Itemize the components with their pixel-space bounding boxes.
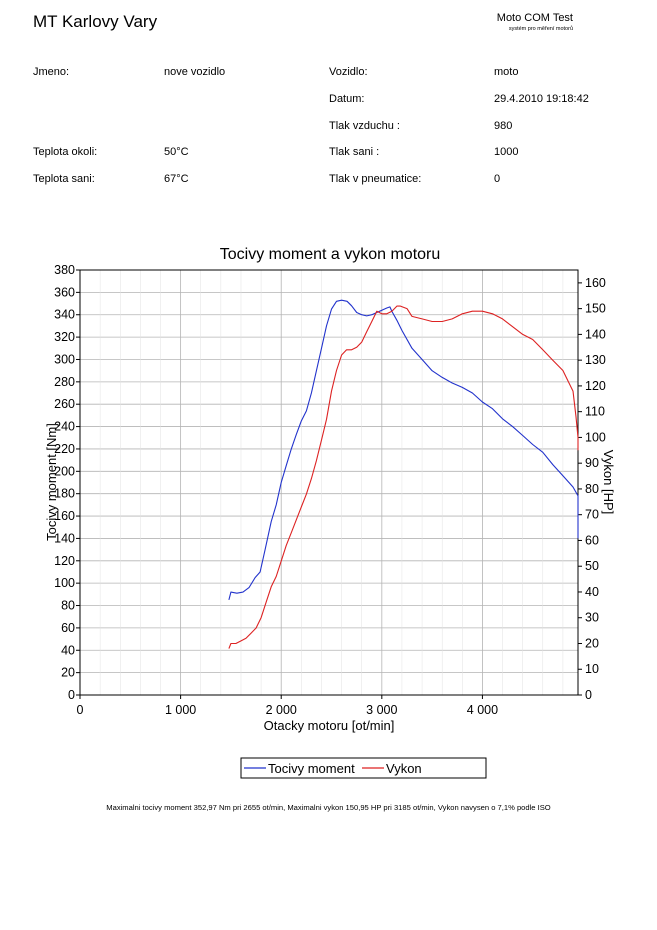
legend-label-torque: Tocivy moment (268, 761, 355, 776)
info-value-ambient-temp: 50°C (164, 146, 189, 158)
y2-tick-label: 0 (585, 688, 592, 702)
info-value-tire-pressure: 0 (494, 173, 501, 185)
y2-tick-label: 70 (585, 508, 599, 522)
y-tick-label: 0 (68, 688, 75, 702)
y2-tick-label: 150 (585, 302, 606, 316)
legend: Tocivy moment Vykon (240, 757, 487, 779)
y-tick-label: 280 (54, 375, 75, 389)
x-axis-label: Otacky motoru [ot/min] (264, 718, 395, 733)
y2-tick-label: 20 (585, 636, 599, 650)
left-axis-ticks: 0 20 40 60 80 100 120 140 160 180 200 220 240 260 280 3… (54, 263, 80, 702)
y2-tick-label: 160 (585, 276, 606, 290)
y2-axis-label: Vykon [HP] (601, 450, 616, 515)
y-tick-label: 260 (54, 397, 75, 411)
info-value-air-pressure: 980 (494, 120, 513, 132)
info-label-air-pressure: Tlak vzduchu : (329, 120, 400, 132)
x-tick-label: 1 000 (165, 703, 196, 717)
right-axis-ticks: 0 10 20 30 40 50 60 70 80 90 100 110 120 130 140 150 160 (578, 276, 606, 702)
info-value-date: 29.4.2010 19:18:42 (494, 93, 589, 105)
x-axis-ticks: 0 1 000 2 000 3 000 4 000 (77, 695, 498, 717)
info-value-vehicle: moto (494, 66, 519, 78)
y2-tick-label: 50 (585, 559, 599, 573)
y-tick-label: 180 (54, 487, 75, 501)
y2-tick-label: 90 (585, 456, 599, 470)
y2-tick-label: 80 (585, 482, 599, 496)
y-tick-label: 80 (61, 599, 75, 613)
dyno-chart: Tocivy moment a vykon motoru 0 20 40 60 80 10… (44, 246, 616, 779)
info-label-date: Datum: (329, 93, 365, 105)
y-tick-label: 340 (54, 308, 75, 322)
y-tick-label: 120 (54, 554, 75, 568)
info-label-name: Jmeno: (33, 66, 70, 78)
info-value-name: nove vozidlo (164, 66, 226, 78)
y-tick-label: 240 (54, 420, 75, 434)
x-tick-label: 4 000 (467, 703, 498, 717)
y2-tick-label: 110 (585, 405, 605, 419)
y-tick-label: 360 (54, 285, 75, 299)
series-lines (228, 299, 579, 649)
y-tick-label: 200 (54, 464, 75, 478)
y-axis-label: Tocivy moment [Nm] (44, 423, 59, 541)
shop-name: MT Karlovy Vary (33, 12, 158, 31)
y2-tick-label: 130 (585, 353, 606, 367)
info-label-intake-temp: Teplota sani: (33, 173, 95, 185)
plot-frame (79, 269, 579, 696)
y-tick-label: 160 (54, 509, 75, 523)
y-tick-label: 300 (54, 352, 75, 366)
y-tick-label: 140 (54, 531, 75, 545)
info-value-intake-temp: 67°C (164, 173, 189, 185)
y-tick-label: 220 (54, 442, 75, 456)
y2-tick-label: 120 (585, 379, 606, 393)
legend-label-power: Vykon (386, 761, 422, 776)
y2-tick-label: 60 (585, 533, 599, 547)
info-label-ambient-temp: Teplota okoli: (33, 146, 98, 158)
info-value-intake-pressure: 1000 (494, 146, 519, 158)
info-label-vehicle: Vozidlo: (329, 66, 368, 78)
series-line-torque (228, 299, 579, 601)
brand-subtitle: systém pro měření motorů (508, 26, 573, 32)
y2-tick-label: 100 (585, 430, 606, 444)
brand-name: Moto COM Test (496, 12, 573, 24)
y-tick-label: 320 (54, 330, 75, 344)
grid-lines (79, 269, 578, 696)
y-tick-label: 40 (61, 643, 75, 657)
info-label-intake-pressure: Tlak sani : (329, 146, 380, 158)
x-tick-label: 2 000 (266, 703, 297, 717)
y2-tick-label: 30 (585, 611, 599, 625)
x-tick-label: 0 (77, 703, 84, 717)
y-tick-label: 100 (54, 576, 75, 590)
y-tick-label: 380 (54, 263, 75, 277)
info-label-tire-pressure: Tlak v pneumatice: (329, 173, 422, 185)
y-tick-label: 60 (61, 621, 75, 635)
x-tick-label: 3 000 (366, 703, 397, 717)
y2-tick-label: 140 (585, 327, 606, 341)
y-tick-label: 20 (61, 666, 75, 680)
series-line-power (228, 305, 579, 649)
chart-title: Tocivy moment a vykon motoru (220, 246, 441, 263)
y2-tick-label: 10 (585, 662, 599, 676)
footer-summary: Maximalni tocivy moment 352,97 Nm pri 26… (106, 803, 551, 812)
y2-tick-label: 40 (585, 585, 599, 599)
